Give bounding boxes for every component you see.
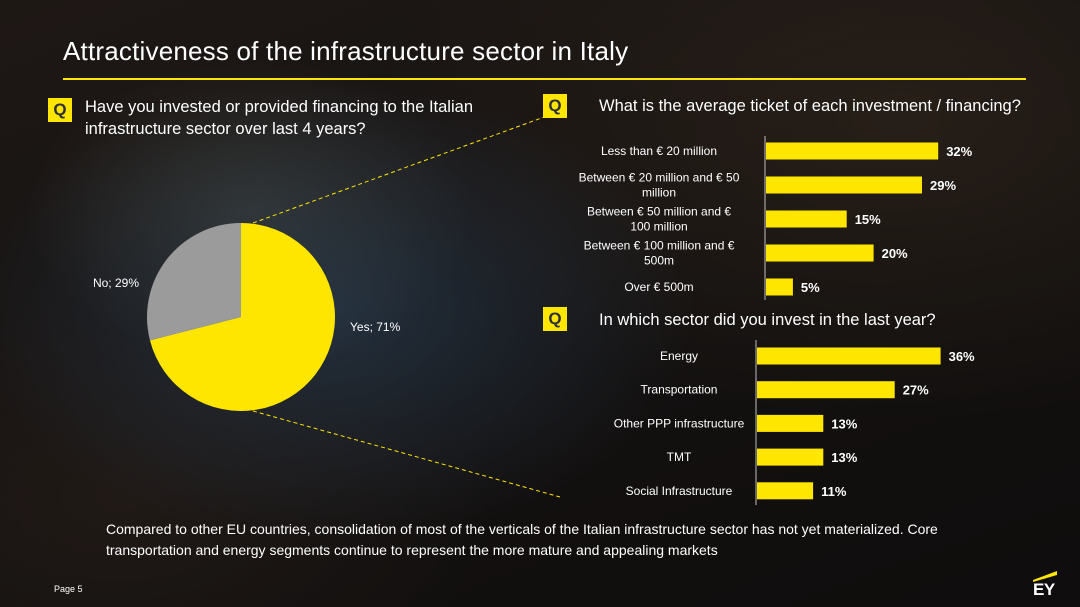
bar-data-label-5: 11%	[821, 484, 847, 499]
bar-data-label-1: 32%	[946, 144, 972, 159]
bar-2	[757, 381, 895, 399]
bar-4	[766, 244, 874, 262]
bar-1	[766, 142, 939, 160]
bar-data-label-4: 20%	[882, 246, 908, 261]
summary-text: Compared to other EU countries, consolid…	[106, 521, 938, 558]
bar-category-label-1: Less than € 20 million	[601, 144, 717, 158]
bar-category-label-4: Between € 100 million and €500m	[584, 239, 735, 268]
page-number: Page 5	[54, 584, 83, 594]
bar-data-label-4: 13%	[831, 450, 857, 465]
bar-category-label-2: Between € 20 million and € 50 million	[579, 171, 740, 200]
bar-data-label-1: 36%	[949, 349, 975, 364]
bar-data-label-5: 5%	[801, 280, 820, 295]
question-badge-3: Q	[543, 307, 567, 331]
bar-category-label-3: Between € 50 million and €100 million	[587, 205, 731, 234]
bar-chart-sector: 36% Energy 27% Transportation 13% Other PPP i…	[614, 340, 975, 505]
bar-data-label-2: 27%	[903, 383, 929, 398]
bar-2	[766, 176, 922, 194]
bar-3	[757, 414, 824, 432]
pie-data-label-no: No; 29%	[93, 276, 139, 290]
bar-5	[757, 482, 814, 500]
pie-slice-yes	[149, 223, 335, 412]
bar-category-label-5: Over € 500m	[624, 280, 693, 294]
bar-data-label-2: 29%	[930, 178, 956, 193]
pie-chart: Yes; 71% No; 29%	[93, 223, 401, 412]
question-3-text: In which sector did you invest in the la…	[599, 311, 936, 329]
bar-4	[757, 448, 824, 466]
ey-logo-text: EY	[1033, 580, 1055, 599]
pie-data-label-yes: Yes; 71%	[350, 320, 401, 334]
bar-1	[757, 347, 941, 365]
bar-data-label-3: 15%	[855, 212, 881, 227]
bar-chart-ticket: 32% Less than € 20 million 29% Between € 20…	[579, 136, 973, 300]
connector-line-bottom	[252, 410, 561, 498]
ey-logo-icon	[1033, 571, 1057, 582]
bar-category-label-3: Other PPP infrastructure	[614, 416, 745, 430]
bar-3	[766, 210, 847, 228]
bar-category-label-4: TMT	[667, 450, 692, 464]
bar-category-label-2: Transportation	[641, 383, 718, 397]
question-1-text: Have you invested or provided financing …	[85, 98, 473, 138]
question-badge-2: Q	[543, 94, 567, 118]
page-title: Attractiveness of the infrastructure sec…	[63, 36, 629, 66]
bar-data-label-3: 13%	[831, 416, 857, 431]
question-badge-1: Q	[48, 98, 72, 122]
connector-line-top	[252, 115, 548, 224]
bar-5	[766, 278, 793, 296]
bar-category-label-5: Social Infrastructure	[626, 484, 733, 498]
pie-slice-no	[146, 223, 241, 341]
bar-category-label-1: Energy	[660, 349, 698, 363]
title-divider	[63, 78, 1026, 80]
question-2-text: What is the average ticket of each inves…	[599, 97, 1021, 115]
